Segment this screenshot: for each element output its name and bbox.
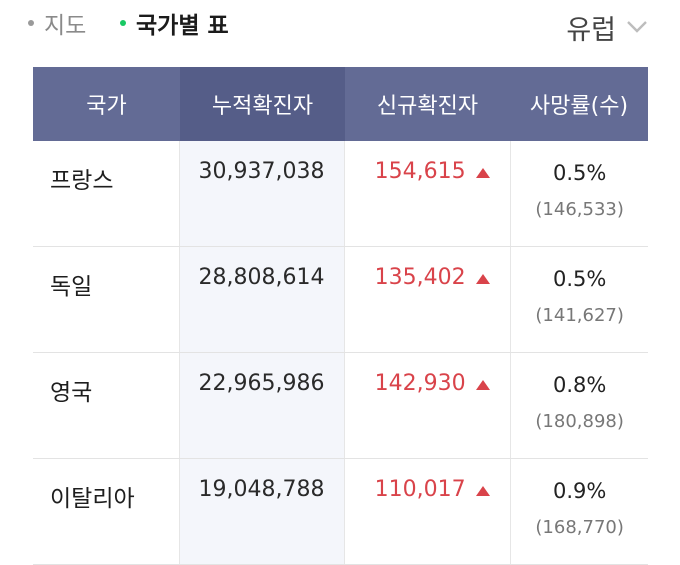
cell-new: 135,402 [345, 247, 511, 352]
cell-cumulative: 28,808,614 [180, 247, 346, 352]
table-row: 영국 22,965,986 142,930 0.8% (180,898) [33, 353, 648, 459]
triangle-up-icon [475, 269, 490, 288]
new-cases-value: 135,402 [374, 265, 466, 290]
table-row: 프랑스 30,937,038 154,615 0.5% (146,533) [33, 141, 648, 247]
table-row: 독일 28,808,614 135,402 0.5% (141,627) [33, 247, 648, 353]
column-header-new[interactable]: 신규확진자 [376, 94, 479, 119]
cell-country: 영국 [33, 353, 181, 458]
country-name: 영국 [50, 380, 93, 406]
tab-country-table-label: 국가별 표 [136, 13, 229, 39]
region-dropdown-value: 유럽 [566, 15, 616, 46]
new-cases: 135,402 [375, 265, 490, 290]
new-cases-value: 142,930 [374, 371, 466, 396]
tab-country-table[interactable]: 국가별 표 [120, 6, 229, 40]
tab-active-dot [120, 20, 126, 26]
cell-country: 이탈리아 [33, 459, 181, 564]
column-header-country[interactable]: 국가 [86, 94, 127, 119]
region-dropdown[interactable]: 유럽 [566, 8, 648, 47]
new-cases-value: 110,017 [374, 477, 466, 502]
cell-death-rate: 0.5% (141,627) [511, 247, 648, 352]
country-name: 독일 [50, 274, 93, 300]
column-header-death-rate[interactable]: 사망률(수) [529, 94, 629, 119]
cell-country: 프랑스 [33, 141, 181, 246]
cell-cumulative: 22,965,986 [180, 353, 346, 458]
triangle-up-icon [475, 481, 490, 500]
new-cases-value: 154,615 [374, 159, 466, 184]
death-rate: 0.5% [552, 267, 607, 291]
table-header: 국가 누적확진자 신규확진자 사망률(수) [33, 67, 648, 141]
cell-country: 독일 [33, 247, 181, 352]
death-rate: 0.9% [552, 479, 607, 503]
chevron-down-icon [626, 19, 648, 38]
death-count: (146,533) [535, 199, 624, 220]
death-count: (141,627) [535, 305, 624, 326]
tab-map-label: 지도 [44, 13, 87, 39]
cell-death-rate: 0.9% (168,770) [511, 459, 648, 564]
top-bar: 지도 국가별 표 유럽 [0, 0, 680, 60]
cumulative-cases: 19,048,788 [198, 477, 325, 502]
new-cases: 154,615 [375, 159, 490, 184]
death-count: (168,770) [535, 517, 624, 538]
country-name: 프랑스 [50, 168, 114, 194]
cumulative-cases: 22,965,986 [198, 371, 325, 396]
cell-death-rate: 0.5% (146,533) [511, 141, 648, 246]
cell-new: 142,930 [345, 353, 511, 458]
cumulative-cases: 28,808,614 [198, 265, 325, 290]
cell-cumulative: 19,048,788 [180, 459, 346, 564]
cell-new: 154,615 [345, 141, 511, 246]
tab-map[interactable]: 지도 [28, 6, 86, 40]
new-cases: 110,017 [375, 477, 490, 502]
triangle-up-icon [475, 163, 490, 182]
cell-death-rate: 0.8% (180,898) [511, 353, 648, 458]
country-table: 국가 누적확진자 신규확진자 사망률(수) 프랑스 30,937,038 154… [33, 67, 648, 565]
cumulative-cases: 30,937,038 [198, 159, 325, 184]
cell-new: 110,017 [345, 459, 511, 564]
country-name: 이탈리아 [50, 486, 135, 512]
tab-map-dot [28, 20, 34, 26]
triangle-up-icon [475, 375, 490, 394]
death-rate: 0.8% [552, 373, 607, 397]
table-row: 이탈리아 19,048,788 110,017 0.9% (168,770) [33, 459, 648, 565]
new-cases: 142,930 [375, 371, 490, 396]
cell-cumulative: 30,937,038 [180, 141, 346, 246]
death-count: (180,898) [535, 411, 624, 432]
column-header-cumulative[interactable]: 누적확진자 [180, 67, 345, 141]
death-rate: 0.5% [552, 161, 607, 185]
